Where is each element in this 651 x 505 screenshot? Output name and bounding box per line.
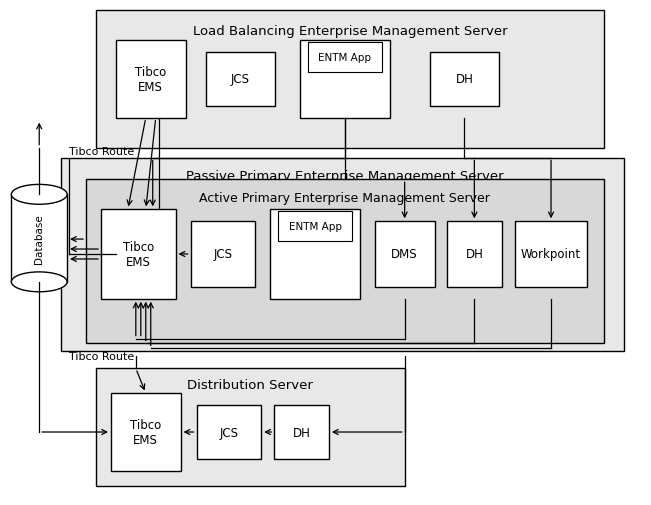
Text: DH: DH	[293, 426, 311, 439]
Text: Distribution Server: Distribution Server	[187, 379, 313, 391]
Bar	[61, 158, 624, 352]
Text: Tibco
EMS: Tibco EMS	[122, 240, 154, 269]
Bar	[270, 210, 360, 299]
Bar	[96, 11, 604, 148]
Bar	[300, 41, 390, 119]
Bar	[86, 180, 604, 344]
Bar	[375, 222, 434, 287]
Text: Tibco Route: Tibco Route	[69, 146, 134, 156]
Bar	[515, 222, 587, 287]
Text: Passive Primary Enterprise Management Server: Passive Primary Enterprise Management Se…	[186, 170, 504, 183]
Text: Load Balancing Enterprise Management Server: Load Balancing Enterprise Management Ser…	[193, 25, 507, 38]
Ellipse shape	[11, 185, 67, 205]
Bar	[96, 369, 405, 486]
Text: JBoss: JBoss	[299, 215, 331, 228]
Text: DH: DH	[456, 73, 473, 86]
Text: Database: Database	[35, 214, 44, 264]
Bar	[206, 53, 275, 107]
Bar	[278, 212, 352, 241]
Bar	[111, 393, 180, 471]
Text: DMS: DMS	[391, 248, 418, 261]
Text: Tibco
EMS: Tibco EMS	[135, 66, 167, 94]
Text: JCS: JCS	[214, 248, 232, 261]
Bar	[116, 41, 186, 119]
Bar	[430, 53, 499, 107]
Text: ENTM App: ENTM App	[288, 222, 342, 232]
Text: Workpoint: Workpoint	[521, 248, 581, 261]
Text: ENTM App: ENTM App	[318, 53, 372, 63]
Text: JCS: JCS	[219, 426, 238, 439]
Text: JBoss: JBoss	[329, 46, 361, 60]
Text: Tibco
EMS: Tibco EMS	[130, 418, 161, 446]
Text: Active Primary Enterprise Management Server: Active Primary Enterprise Management Ser…	[199, 192, 490, 205]
Text: DH: DH	[466, 248, 484, 261]
Ellipse shape	[11, 272, 67, 292]
Bar	[447, 222, 502, 287]
Bar	[101, 210, 176, 299]
Bar	[274, 406, 329, 459]
Bar	[191, 222, 255, 287]
Bar	[308, 43, 381, 73]
Text: Tibco Route: Tibco Route	[69, 351, 134, 362]
Text: JCS: JCS	[231, 73, 250, 86]
Bar	[11, 195, 67, 282]
Bar	[197, 406, 261, 459]
